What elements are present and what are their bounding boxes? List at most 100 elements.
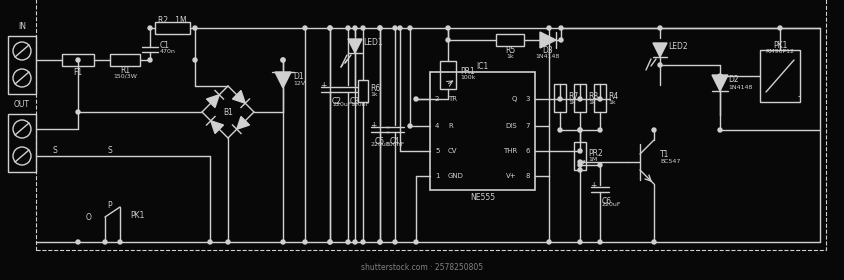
Circle shape — [208, 240, 212, 244]
Text: 100nF: 100nF — [386, 142, 404, 147]
Circle shape — [303, 240, 307, 244]
Polygon shape — [211, 121, 224, 134]
Text: 1k: 1k — [506, 53, 514, 59]
Circle shape — [652, 128, 656, 132]
Text: 2: 2 — [435, 96, 440, 102]
Circle shape — [393, 26, 397, 30]
Text: D2: D2 — [728, 74, 738, 83]
Circle shape — [328, 240, 332, 244]
Circle shape — [346, 26, 350, 30]
Circle shape — [778, 26, 782, 30]
Circle shape — [103, 240, 107, 244]
Text: S: S — [108, 146, 112, 155]
Text: T1: T1 — [660, 150, 669, 158]
Circle shape — [303, 26, 307, 30]
Circle shape — [558, 97, 562, 101]
Text: 1k: 1k — [370, 92, 377, 97]
Text: P: P — [108, 200, 112, 209]
Text: THR: THR — [503, 148, 517, 154]
Text: 470n: 470n — [160, 48, 176, 53]
Text: IC1: IC1 — [476, 62, 489, 71]
Circle shape — [559, 26, 563, 30]
Circle shape — [393, 240, 397, 244]
Text: C6: C6 — [602, 197, 612, 206]
Bar — [110, 54, 140, 66]
Polygon shape — [540, 32, 556, 48]
Text: RM96P12: RM96P12 — [766, 48, 794, 53]
Circle shape — [446, 38, 450, 42]
Circle shape — [559, 38, 563, 42]
Text: PK1: PK1 — [130, 211, 144, 220]
Circle shape — [547, 26, 551, 30]
Text: shutterstock.com · 2578250805: shutterstock.com · 2578250805 — [361, 263, 483, 272]
Text: DIS: DIS — [506, 123, 517, 129]
Circle shape — [578, 160, 582, 164]
Text: Q: Q — [511, 96, 517, 102]
Circle shape — [346, 240, 350, 244]
Text: S: S — [52, 146, 57, 155]
Circle shape — [598, 163, 602, 167]
Circle shape — [598, 240, 602, 244]
Text: IN: IN — [18, 22, 26, 31]
Circle shape — [76, 110, 80, 114]
Polygon shape — [653, 43, 667, 57]
Text: R3: R3 — [588, 92, 598, 101]
Text: +: + — [321, 81, 327, 90]
Text: 1k: 1k — [588, 99, 596, 104]
Text: 3: 3 — [526, 96, 530, 102]
Circle shape — [578, 240, 582, 244]
Text: BC547: BC547 — [660, 158, 680, 164]
Text: +: + — [591, 181, 597, 190]
Circle shape — [598, 128, 602, 132]
Text: D1: D1 — [293, 71, 304, 81]
Text: NE555: NE555 — [470, 193, 495, 202]
Circle shape — [578, 97, 582, 101]
Text: R5: R5 — [505, 46, 515, 55]
Polygon shape — [232, 90, 246, 103]
Bar — [8, 36, 36, 94]
Text: GND: GND — [448, 173, 464, 179]
Text: 8: 8 — [526, 173, 530, 179]
Circle shape — [652, 240, 656, 244]
Circle shape — [658, 26, 662, 30]
Text: 100nF: 100nF — [350, 102, 370, 107]
Text: B1: B1 — [223, 108, 233, 116]
Text: C3: C3 — [350, 97, 360, 106]
Text: +: + — [371, 120, 377, 130]
Circle shape — [658, 63, 662, 67]
Polygon shape — [275, 72, 291, 88]
Circle shape — [328, 26, 332, 30]
Text: 4: 4 — [435, 123, 440, 129]
Bar — [8, 114, 36, 172]
Text: V+: V+ — [506, 173, 517, 179]
Text: -: - — [798, 91, 802, 101]
Text: C4: C4 — [390, 137, 400, 146]
Text: R6: R6 — [370, 83, 381, 92]
Text: R: R — [448, 123, 452, 129]
Bar — [554, 84, 566, 112]
Circle shape — [353, 240, 357, 244]
Text: 150/3W: 150/3W — [113, 74, 137, 78]
Circle shape — [598, 97, 602, 101]
Text: 1k: 1k — [568, 99, 576, 104]
Bar — [574, 142, 586, 170]
Text: LED2: LED2 — [668, 41, 688, 50]
Text: C5: C5 — [375, 137, 385, 146]
Text: R1: R1 — [120, 66, 130, 74]
Circle shape — [378, 26, 382, 30]
Text: 1N4148: 1N4148 — [536, 53, 560, 59]
Text: PK1: PK1 — [773, 41, 787, 50]
Text: C1: C1 — [160, 41, 170, 50]
Text: 1k: 1k — [608, 99, 615, 104]
Circle shape — [547, 240, 551, 244]
Bar — [760, 50, 800, 102]
Circle shape — [578, 163, 582, 167]
Circle shape — [408, 124, 412, 128]
Text: 7: 7 — [526, 123, 530, 129]
Circle shape — [378, 240, 382, 244]
Bar — [358, 80, 368, 102]
Circle shape — [281, 240, 285, 244]
Circle shape — [446, 26, 450, 30]
Text: 220uF: 220uF — [602, 202, 621, 207]
Text: 100k: 100k — [460, 74, 475, 80]
